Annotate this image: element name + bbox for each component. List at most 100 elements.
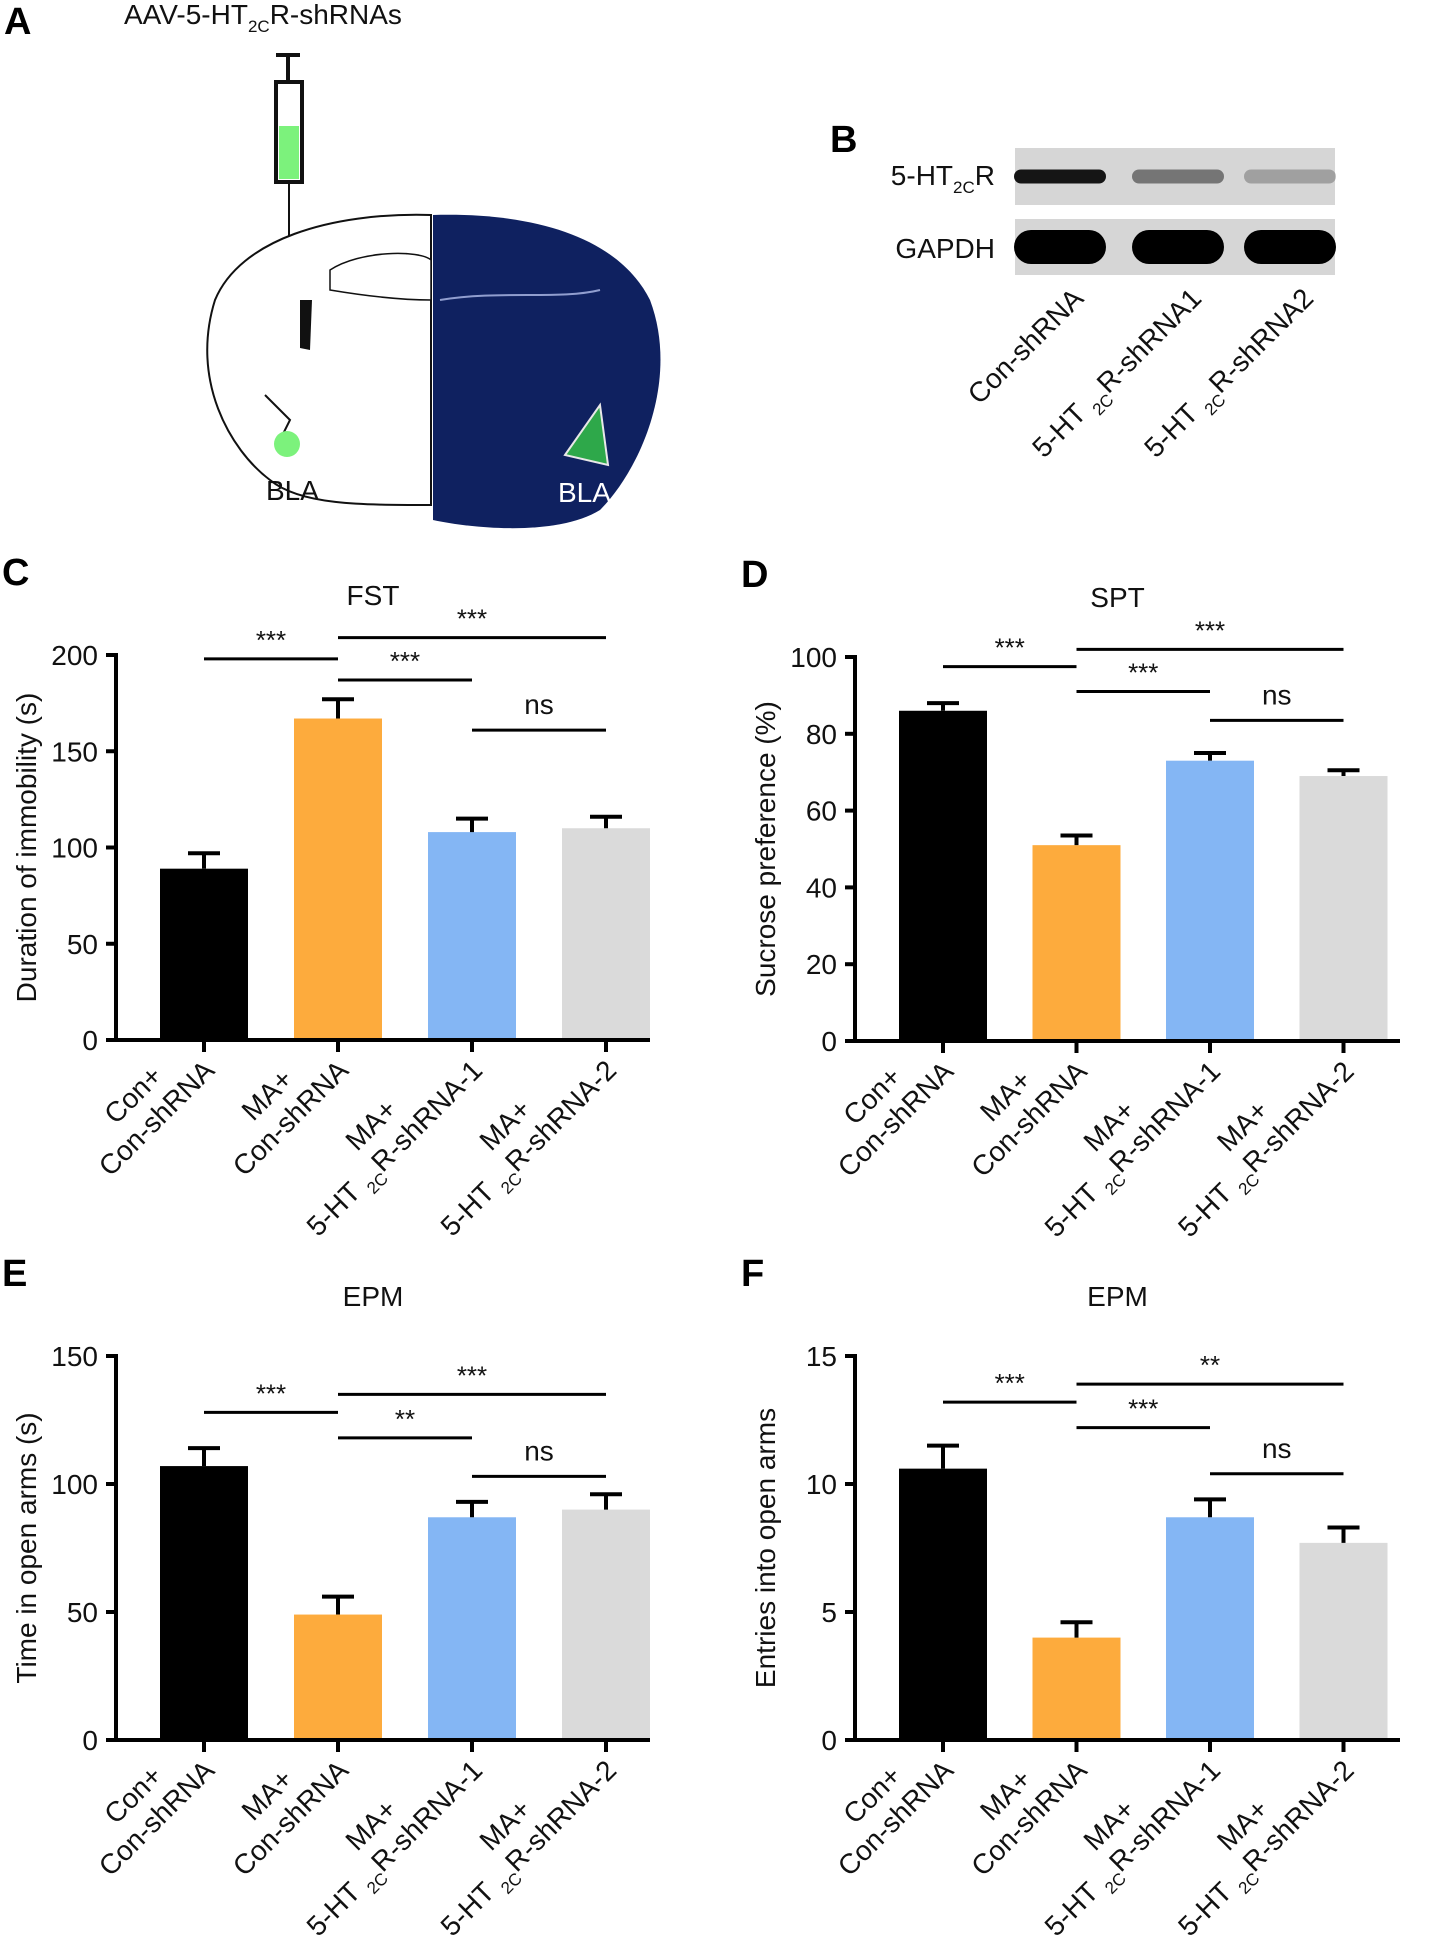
label-part: Con-shRNA <box>227 1754 355 1882</box>
y-tick-label: 100 <box>790 642 837 673</box>
y-tick-label: 150 <box>51 1341 98 1372</box>
chart-title: EPM <box>343 1281 404 1312</box>
label-part: 5-HT <box>301 1871 372 1942</box>
label-part: 5-HT <box>1172 1871 1243 1942</box>
y-tick-label: 10 <box>806 1469 837 1500</box>
region-label-right: BLA <box>558 477 611 508</box>
x-tick-label: 5-HT 2CR-shRNA-2MA+ <box>1172 1055 1360 1243</box>
y-tick-label: 0 <box>821 1026 837 1057</box>
y-tick-label: 80 <box>806 719 837 750</box>
significance-label: ** <box>395 1404 415 1434</box>
blot-lane-label: Con-shRNA <box>962 282 1090 410</box>
bar <box>428 832 516 1040</box>
blot-band <box>1014 169 1106 184</box>
bar <box>1299 776 1388 1041</box>
bar <box>160 868 248 1040</box>
significance-label: *** <box>457 604 487 634</box>
x-tick-label: 5-HT 2CR-shRNA-2MA+ <box>435 1054 623 1242</box>
error-bar <box>1327 1525 1360 1543</box>
error-bar <box>188 851 220 869</box>
blot-band <box>1132 169 1224 184</box>
label-part: 5-HT <box>1039 1871 1110 1942</box>
significance-label: *** <box>390 646 420 676</box>
bar <box>428 1517 516 1740</box>
significance-label: *** <box>256 625 286 655</box>
label-part: 5-HT <box>1039 1172 1110 1243</box>
significance-label: *** <box>1128 1394 1158 1424</box>
significance-label: *** <box>256 1378 286 1408</box>
significance-label: ns <box>1262 1433 1292 1464</box>
blot-row-label-5ht2cr: 5-HT2CR <box>891 160 995 197</box>
chart-title: EPM <box>1087 1281 1148 1312</box>
significance-label: *** <box>995 1368 1025 1398</box>
x-tick-label-line2: Con-shRNA <box>965 1055 1093 1183</box>
error-bar <box>456 816 488 833</box>
label-part: Con-shRNA <box>962 282 1090 410</box>
label-part: Con-shRNA <box>965 1754 1093 1882</box>
bar <box>1032 1637 1121 1740</box>
y-tick-label: 100 <box>51 833 98 864</box>
chart-title: SPT <box>1090 582 1144 613</box>
western-blot <box>1014 148 1336 275</box>
y-tick-label: 0 <box>821 1725 837 1756</box>
x-tick-label-line2: Con-shRNA <box>227 1754 355 1882</box>
significance-label: ns <box>524 1435 554 1466</box>
y-tick-label: 0 <box>82 1025 98 1056</box>
blot-band <box>1132 230 1224 264</box>
blot-band <box>1244 169 1336 184</box>
significance-label: *** <box>995 633 1025 663</box>
significance-label: *** <box>1128 658 1158 688</box>
y-tick-label: 15 <box>806 1341 837 1372</box>
panel-letter-b: B <box>830 119 857 161</box>
error-bar <box>927 701 959 711</box>
error-bar <box>590 814 622 829</box>
blot-band <box>1014 230 1106 264</box>
blot-row-gapdh <box>1014 219 1336 275</box>
bar <box>562 1509 650 1740</box>
label-part: 5-HT <box>1172 1172 1243 1243</box>
bar <box>294 1614 382 1740</box>
region-label-left: BLA <box>266 475 319 506</box>
bar <box>899 710 987 1041</box>
error-bar <box>322 1594 354 1615</box>
injection-label: AAV-5-HT2CR-shRNAs <box>124 0 402 36</box>
y-tick-label: 200 <box>51 640 98 671</box>
panel-a: A AAV-5-HT2CR-shRNAs BLA BLA <box>4 0 661 529</box>
error-bar <box>1327 768 1360 777</box>
label-part: Con-shRNA <box>227 1054 355 1182</box>
bar <box>1166 1517 1254 1740</box>
brain-fluorescence-right: BLA <box>433 214 661 529</box>
significance-label: ns <box>1262 679 1292 710</box>
label-part: Con-shRNA <box>965 1055 1093 1183</box>
y-axis-label: Time in open arms (s) <box>11 1412 42 1683</box>
significance-label: ** <box>1200 1350 1220 1380</box>
label-part: 5-HT <box>1138 392 1209 463</box>
significance-label: *** <box>457 1360 487 1390</box>
brain-schematic-left: BLA <box>206 213 432 507</box>
y-tick-label: 50 <box>67 929 98 960</box>
y-tick-label: 0 <box>82 1725 98 1756</box>
panel-letter: C <box>2 552 29 594</box>
panel-letter: D <box>741 554 768 596</box>
y-tick-label: 150 <box>51 736 98 767</box>
error-bar <box>1060 1620 1093 1638</box>
chart-title: FST <box>347 580 400 611</box>
error-bar <box>456 1499 488 1518</box>
chart-d: D SPT Sucrose preference (%) 0 20 40 60 80 100 Co… <box>741 554 1400 1243</box>
y-tick-label: 40 <box>806 872 837 903</box>
bar <box>1032 845 1121 1041</box>
panel-letter: F <box>741 1253 764 1295</box>
bar <box>294 718 382 1040</box>
bar <box>160 1466 248 1740</box>
chart-c: C FST Duration of immobility (s) 0 50 100 150 2… <box>2 552 650 1242</box>
panel-letter: E <box>2 1253 27 1295</box>
bar <box>1299 1542 1388 1740</box>
bla-signal <box>563 402 610 467</box>
error-bar <box>1194 751 1226 761</box>
blot-row-5ht2cr <box>1014 148 1336 205</box>
x-tick-label: 5-HT 2CR-shRNA-2MA+ <box>435 1754 623 1942</box>
